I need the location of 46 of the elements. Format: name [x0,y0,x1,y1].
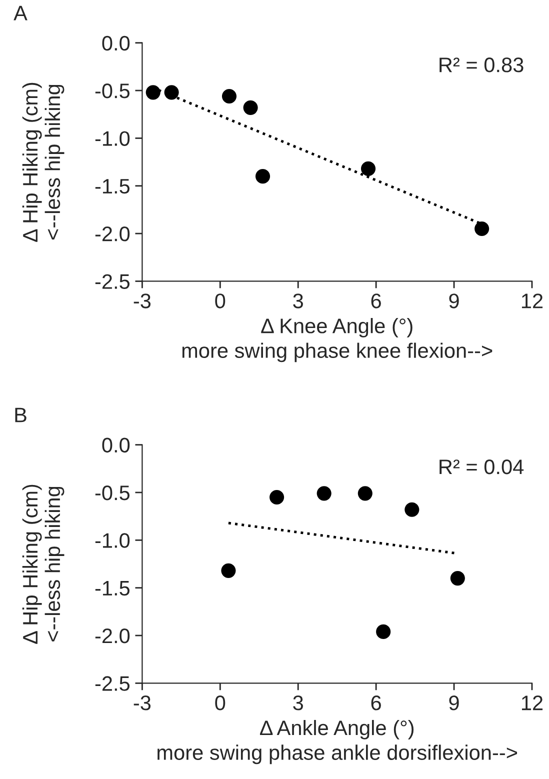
x-tick-label: -3 [134,294,151,308]
annotation: R² = 0.83 [440,58,524,72]
point [360,161,376,176]
x-tick-label: 9 [449,294,459,308]
x-axis-title: Δ Knee Angle (°) more swing phase knee flexion--> [182,318,492,362]
y-tick-label: 0.0 [102,36,130,51]
x-axis-title: Δ Ankle Angle (°) more swing phase ankle dorsiflexion--> [158,720,518,764]
chart-title: A [14,6,28,20]
point [474,221,490,236]
chart-title: B [15,408,26,422]
x-tick-label: 0 [215,294,226,308]
x-tick-label: 6 [371,696,381,710]
y-tick-label: -1.0 [95,533,130,548]
point [164,85,179,100]
y-axis-title: Δ Hip Hiking (cm) <--less hip hiking [22,484,64,644]
x-tick-label: 3 [293,294,303,308]
y-tick-label: -1.0 [95,131,130,146]
y-tick-label: -0.5 [95,485,130,500]
point [221,563,236,578]
y-tick-label: -1.5 [95,179,130,194]
point [270,490,284,505]
y-tick-label: -1.5 [95,581,130,596]
x-tick-label: 6 [371,294,381,308]
annotation: R² = 0.04 [440,459,524,474]
y-axis-title: Δ Hip Hiking (cm) <--less hip hiking [22,82,64,242]
y-tick-label: -2.5 [95,676,130,691]
point [376,624,391,639]
point [316,486,332,501]
point [255,169,270,184]
y-tick-label: -2.0 [95,226,130,242]
point [358,486,372,501]
point [222,88,237,104]
y-tick-label: -2.5 [95,274,130,289]
point [404,502,420,517]
x-tick-label: 9 [449,696,459,710]
point [450,571,465,586]
point [243,100,258,115]
y-tick-label: -2.0 [95,628,130,644]
x-tick-label: -3 [134,696,151,710]
x-tick-label: 12 [522,294,543,308]
x-tick-label: 3 [293,696,303,710]
x-tick-label: 0 [215,696,226,710]
y-tick-label: -0.5 [95,84,130,98]
y-tick-label: 0.0 [102,438,130,453]
x-tick-label: 12 [522,696,543,710]
point [146,85,160,100]
